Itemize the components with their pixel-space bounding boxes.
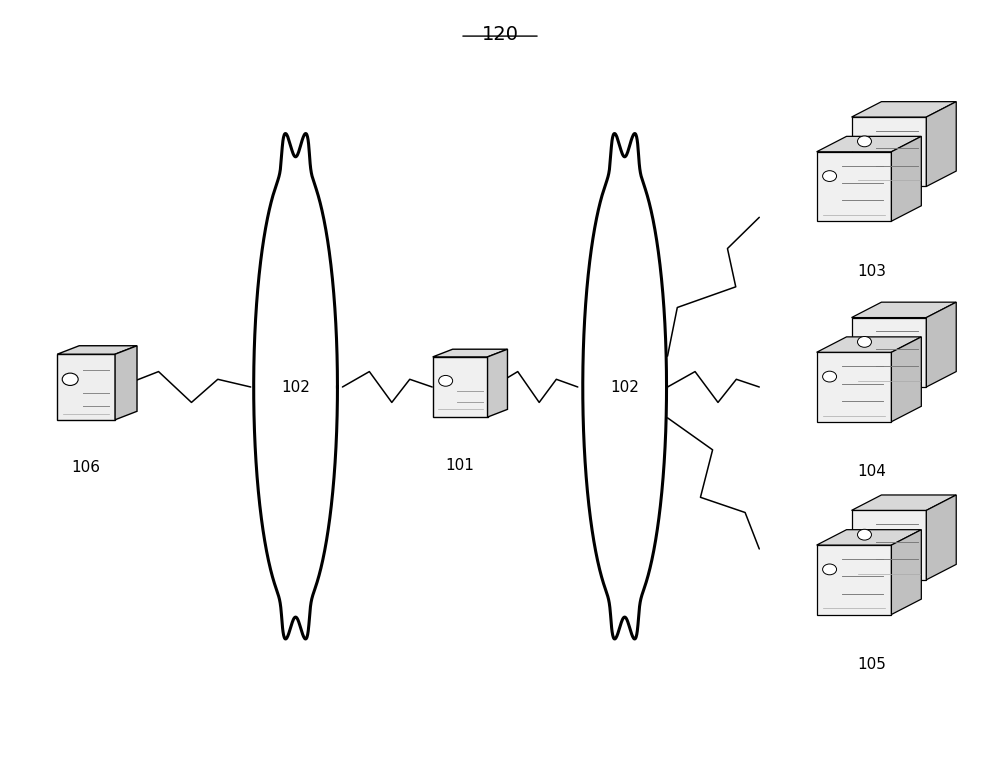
Polygon shape <box>433 357 488 417</box>
Polygon shape <box>852 495 956 510</box>
Polygon shape <box>891 529 921 615</box>
Polygon shape <box>852 117 926 187</box>
Polygon shape <box>852 101 956 117</box>
Polygon shape <box>926 101 956 187</box>
Polygon shape <box>817 529 921 545</box>
Polygon shape <box>817 136 921 152</box>
Text: 105: 105 <box>858 657 886 672</box>
Circle shape <box>823 564 837 575</box>
Polygon shape <box>817 337 921 352</box>
Polygon shape <box>852 317 926 387</box>
Text: 106: 106 <box>72 461 101 475</box>
Circle shape <box>858 136 871 147</box>
Polygon shape <box>817 545 891 615</box>
Text: 102: 102 <box>281 379 310 395</box>
Circle shape <box>823 372 837 382</box>
Polygon shape <box>817 352 891 422</box>
Text: 120: 120 <box>482 25 518 43</box>
Polygon shape <box>488 349 507 417</box>
Text: 104: 104 <box>858 464 886 479</box>
Polygon shape <box>433 349 507 357</box>
Polygon shape <box>891 337 921 422</box>
Text: 101: 101 <box>446 458 475 473</box>
Polygon shape <box>926 495 956 580</box>
Text: 103: 103 <box>857 264 886 279</box>
Polygon shape <box>926 302 956 387</box>
Circle shape <box>439 375 453 386</box>
Polygon shape <box>891 136 921 221</box>
Polygon shape <box>57 354 115 420</box>
Circle shape <box>858 529 871 540</box>
Polygon shape <box>852 510 926 580</box>
Polygon shape <box>57 346 137 354</box>
Circle shape <box>62 373 78 385</box>
Circle shape <box>823 171 837 181</box>
Polygon shape <box>817 152 891 221</box>
Polygon shape <box>115 346 137 420</box>
Polygon shape <box>852 302 956 317</box>
Text: 102: 102 <box>610 379 639 395</box>
Circle shape <box>858 337 871 348</box>
